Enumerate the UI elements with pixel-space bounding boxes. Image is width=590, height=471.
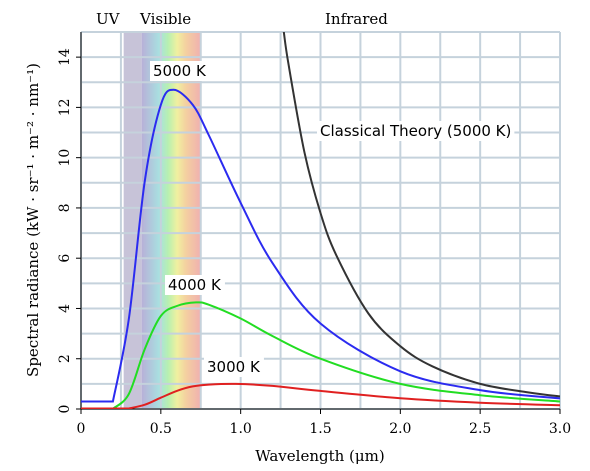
y-tick-label: 14 xyxy=(57,48,73,66)
y-tick-label: 12 xyxy=(57,98,73,116)
x-tick-label: 2.0 xyxy=(389,421,411,437)
grid-lines xyxy=(80,31,561,410)
y-axis-label: Spectral radiance (kW · sr⁻¹ · m⁻² · nm⁻… xyxy=(24,63,42,377)
region-label-visible: Visible xyxy=(139,10,191,28)
x-tick-label: 1.5 xyxy=(309,421,331,437)
x-tick-label: 0 xyxy=(77,421,86,437)
curve-label-3000k: 3000 K xyxy=(207,358,261,376)
region-label-uv: UV xyxy=(96,10,121,28)
x-tick-label: 2.5 xyxy=(469,421,491,437)
y-tick-label: 2 xyxy=(57,354,73,363)
curve-0 xyxy=(81,88,560,403)
x-tick-label: 3.0 xyxy=(549,421,571,437)
y-tick-label: 4 xyxy=(57,304,73,313)
curve-label-4000k-bg xyxy=(165,275,225,295)
y-tick-label: 10 xyxy=(57,149,73,167)
curve-2 xyxy=(81,382,560,409)
annotations: UV Visible Infrared 5000 K 4000 K 3000 K Class… xyxy=(96,10,515,377)
curve-label-5000k: 5000 K xyxy=(153,62,207,80)
curve-label-classical-bg xyxy=(317,121,515,141)
curves xyxy=(81,32,560,409)
y-tick-label: 6 xyxy=(57,254,73,263)
y-tick-label: 8 xyxy=(57,203,73,212)
spectrum-bands xyxy=(123,32,201,409)
visible-band xyxy=(141,32,201,409)
y-tick-label: 0 xyxy=(57,405,73,414)
curve-label-classical: Classical Theory (5000 K) xyxy=(320,122,511,140)
x-axis-label: Wavelength (μm) xyxy=(255,447,384,465)
curve-label-4000k: 4000 K xyxy=(168,276,222,294)
tick-labels: 0 0.5 1.0 1.5 2.0 2.5 3.0 0 2 4 6 8 10 12 14 xyxy=(57,48,571,437)
curve-3 xyxy=(282,32,560,398)
curve-label-3000k-bg xyxy=(204,357,264,377)
x-tick-label: 1.0 xyxy=(230,421,252,437)
uv-edge-band xyxy=(123,32,142,409)
x-tick-label: 0.5 xyxy=(150,421,172,437)
curve-label-5000k-bg xyxy=(150,61,210,81)
region-label-infrared: Infrared xyxy=(325,10,388,28)
curve-1 xyxy=(81,301,560,409)
